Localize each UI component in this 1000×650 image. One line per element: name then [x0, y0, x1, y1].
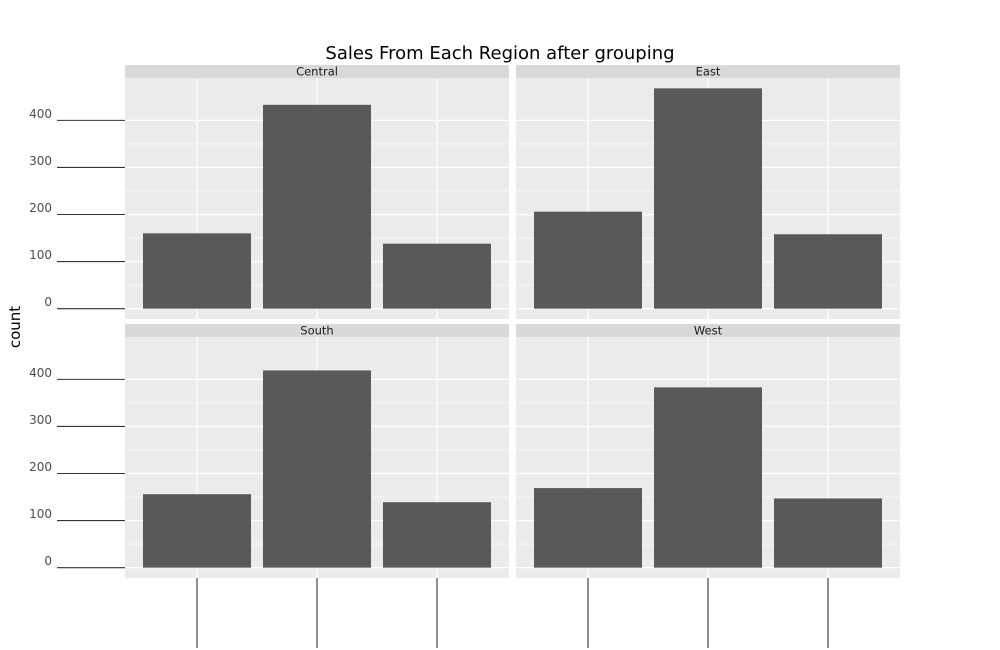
bar-west-3: [774, 498, 882, 568]
strip-label-east: East: [696, 65, 721, 79]
bar-south-1: [143, 494, 251, 568]
y-tick-label: 0: [44, 295, 52, 309]
strip-header-east: [516, 65, 900, 78]
bar-south-3: [383, 502, 491, 568]
strip-label-west: West: [694, 324, 723, 338]
y-tick-label: 300: [29, 413, 52, 427]
bar-west-1: [534, 488, 642, 568]
chart-title: Sales From Each Region after grouping: [325, 43, 674, 64]
bar-central-3: [383, 243, 491, 309]
strip-header-central: [125, 65, 509, 78]
y-tick-label: 200: [29, 460, 52, 474]
strip-header-west: [516, 324, 900, 337]
strip-label-south: South: [300, 324, 333, 338]
strip-header-south: [125, 324, 509, 337]
y-tick-label: 200: [29, 201, 52, 215]
facet-panel-south: South 0 100 200 300 400: [29, 324, 509, 648]
y-tick-label: 100: [29, 248, 52, 262]
bar-east-1: [534, 211, 642, 309]
facet-panel-west: West: [516, 324, 900, 648]
strip-label-central: Central: [296, 65, 338, 79]
bar-central-1: [143, 233, 251, 309]
facet-panels: Central 0 100 200 300 400 East South 0 100 200 300 4…: [29, 65, 900, 648]
facet-panel-east: East: [516, 65, 900, 319]
y-tick-label: 0: [44, 554, 52, 568]
bar-east-2: [654, 88, 762, 309]
y-tick-label: 400: [29, 366, 52, 380]
bar-east-3: [774, 234, 882, 309]
facet-panel-central: Central 0 100 200 300 400: [29, 65, 509, 319]
bar-central-2: [263, 104, 371, 309]
y-axis-label: count: [6, 306, 24, 348]
bar-south-2: [263, 370, 371, 568]
y-tick-label: 300: [29, 154, 52, 168]
y-tick-label: 100: [29, 507, 52, 521]
bar-west-2: [654, 387, 762, 568]
y-tick-label: 400: [29, 107, 52, 121]
